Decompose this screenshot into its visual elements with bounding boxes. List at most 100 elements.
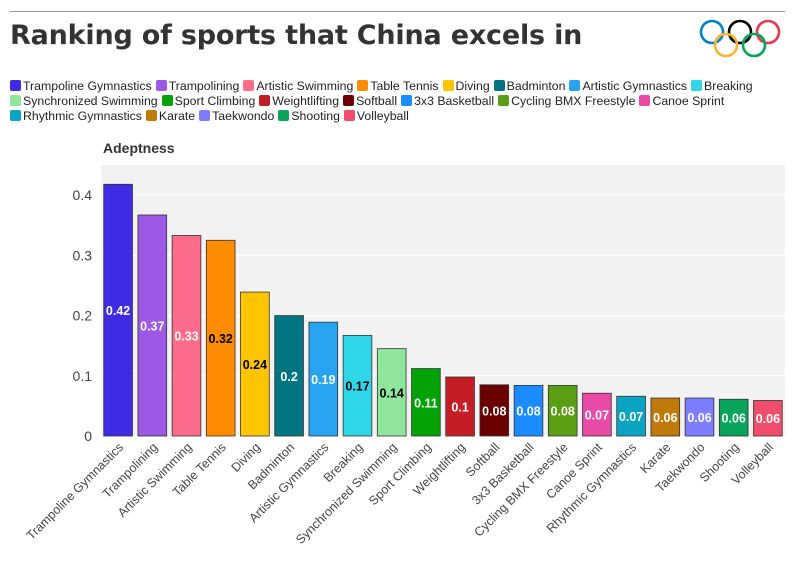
bar-value-label: 0.19	[311, 373, 335, 387]
legend-swatch	[10, 110, 21, 121]
legend-item[interactable]: Karate	[145, 109, 196, 124]
ring-blue	[699, 19, 725, 45]
y-tick-label: 0.4	[73, 187, 93, 203]
ring-yellow	[713, 32, 739, 58]
legend-swatch	[442, 80, 454, 91]
bar	[753, 400, 783, 437]
bar-value-label: 0.37	[140, 319, 164, 333]
bar	[513, 385, 544, 437]
bar	[171, 235, 202, 437]
bar-value-label: 0.08	[551, 405, 575, 419]
legend-item[interactable]: Artistic Swimming	[243, 79, 353, 94]
bar-value-label: 0.33	[174, 330, 198, 344]
bar-value-label: 0.06	[687, 411, 711, 425]
legend-item[interactable]: Trampolining	[155, 79, 240, 94]
legend-label: Diving	[455, 79, 490, 93]
legend-swatch	[155, 80, 167, 91]
legend-label: Trampoline Gymnastics	[23, 79, 152, 93]
legend-item[interactable]: Table Tennis	[357, 79, 439, 94]
y-tick-label: 0.2	[73, 308, 93, 324]
legend-item[interactable]: Volleyball	[343, 109, 409, 124]
legend-swatch	[639, 95, 651, 106]
bar	[650, 397, 681, 437]
top-rule	[10, 11, 785, 12]
bar	[308, 321, 339, 437]
legend-item[interactable]: Badminton	[493, 79, 566, 94]
ring-green	[741, 32, 767, 58]
chart-legend: Trampoline Gymnastics Trampolining Artisti…	[10, 79, 785, 124]
bar-value-label: 0.14	[380, 386, 404, 400]
page-title: Ranking of sports that China excels in	[10, 20, 583, 51]
bar-value-label: 0.08	[516, 405, 540, 419]
legend-item[interactable]: Artistic Gymnastics	[569, 79, 687, 94]
legend-item[interactable]: Rhythmic Gymnastics	[10, 109, 142, 124]
legend-swatch	[691, 80, 703, 91]
legend-label: Badminton	[506, 79, 566, 93]
bar	[342, 335, 373, 437]
legend-label: Breaking	[704, 79, 753, 93]
bar-value-label: 0.06	[756, 412, 780, 426]
bar	[411, 368, 441, 437]
bar	[684, 397, 715, 437]
y-tick-label: 0.1	[73, 368, 93, 384]
legend-item[interactable]: Breaking	[691, 79, 753, 94]
legend-label: Trampolining	[168, 79, 240, 93]
legend-label: 3x3 Basketball	[414, 94, 495, 108]
bar	[582, 392, 612, 437]
bar	[718, 398, 749, 437]
bar	[103, 183, 133, 437]
bar	[137, 214, 168, 437]
legend-item[interactable]: Weightlifting	[259, 94, 339, 109]
legend-swatch	[259, 95, 271, 106]
ring-red	[755, 19, 781, 45]
legend-swatch	[343, 95, 355, 106]
bar-value-label: 0.32	[209, 332, 233, 346]
y-axis-label: Adeptness	[103, 140, 175, 156]
legend-swatch	[401, 95, 413, 106]
bar	[205, 239, 236, 437]
bar-value-label: 0.08	[482, 404, 506, 418]
legend-label: Artistic Swimming	[256, 79, 354, 93]
legend-label: Cycling BMX Freestyle	[511, 94, 636, 108]
legend-label: Sport Climbing	[174, 94, 256, 108]
legend-swatch	[357, 80, 369, 91]
legend-swatch	[243, 80, 255, 91]
legend-item[interactable]: Softball	[343, 94, 397, 109]
legend-label: Taekwondo	[212, 109, 275, 123]
bar	[274, 315, 304, 437]
legend-swatch	[343, 110, 355, 121]
legend-item[interactable]: Canoe Sprint	[639, 94, 724, 109]
legend-item[interactable]: Trampoline Gymnastics	[10, 79, 152, 94]
legend-swatch	[10, 80, 21, 91]
legend-swatch	[145, 110, 157, 121]
bar-value-label: 0.17	[345, 380, 369, 394]
legend-label: Canoe Sprint	[652, 94, 725, 108]
legend-swatch	[161, 95, 173, 106]
y-tick-label: 0.3	[73, 247, 93, 263]
legend-item[interactable]: Taekwondo	[199, 109, 274, 124]
legend-label: Rhythmic Gymnastics	[23, 109, 142, 123]
legend-swatch	[498, 95, 510, 106]
legend-label: Synchronized Swimming	[23, 94, 158, 108]
legend-label: Shooting	[291, 109, 340, 123]
legend-item[interactable]: Cycling BMX Freestyle	[498, 94, 635, 109]
bar-value-label: 0.42	[106, 304, 130, 318]
bar	[547, 385, 578, 437]
legend-label: Karate	[158, 109, 196, 123]
legend-item[interactable]: Shooting	[278, 109, 340, 124]
bar-value-label: 0.24	[243, 358, 267, 372]
bar	[616, 395, 646, 437]
bar-value-label: 0.07	[619, 410, 643, 424]
legend-label: Table Tennis	[370, 79, 439, 93]
legend-label: Artistic Gymnastics	[582, 79, 688, 93]
legend-swatch	[278, 110, 290, 121]
legend-item[interactable]: 3x3 Basketball	[401, 94, 494, 109]
bar	[376, 348, 407, 437]
legend-item[interactable]: Diving	[442, 79, 490, 94]
legend-item[interactable]: Synchronized Swimming	[10, 94, 158, 109]
legend-item[interactable]: Sport Climbing	[161, 94, 256, 109]
plot-background	[101, 165, 785, 436]
bar-value-label: 0.1	[451, 400, 468, 414]
legend-swatch	[569, 80, 581, 91]
